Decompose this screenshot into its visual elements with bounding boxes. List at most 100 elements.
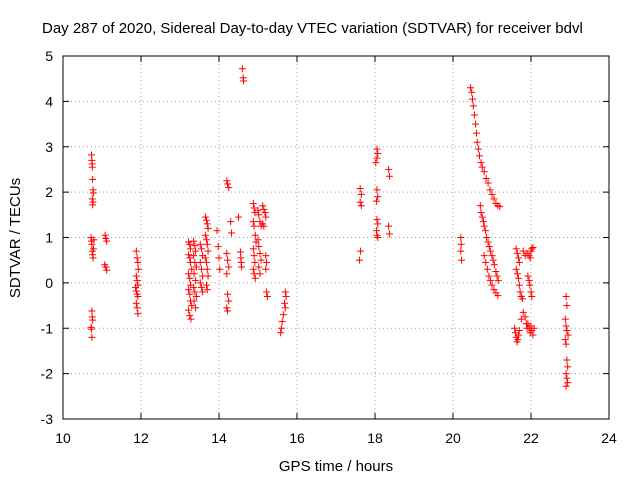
data-point xyxy=(256,270,264,278)
data-point xyxy=(190,297,198,305)
chart-title: Day 287 of 2020, Sidereal Day-to-day VTE… xyxy=(42,20,583,37)
data-point xyxy=(88,195,96,203)
x-tick-label: 14 xyxy=(211,430,227,446)
data-point xyxy=(254,236,262,244)
data-point xyxy=(250,204,258,212)
data-point xyxy=(203,220,211,228)
data-point xyxy=(133,254,141,262)
data-point xyxy=(196,279,204,287)
data-point xyxy=(227,218,235,226)
data-point xyxy=(132,283,140,291)
data-point xyxy=(203,281,211,289)
data-point xyxy=(134,292,142,300)
data-points xyxy=(87,65,572,390)
data-point xyxy=(519,308,527,316)
data-point xyxy=(526,254,534,262)
data-point xyxy=(477,159,485,167)
data-point xyxy=(223,270,231,278)
data-point xyxy=(519,247,527,255)
data-point xyxy=(357,247,365,255)
data-point xyxy=(525,277,533,285)
x-tick-label: 22 xyxy=(523,430,539,446)
x-tick-label: 24 xyxy=(601,430,617,446)
data-point xyxy=(486,277,494,285)
data-point xyxy=(88,333,96,341)
data-point xyxy=(240,77,248,85)
data-point xyxy=(88,307,96,315)
data-point xyxy=(214,243,222,251)
data-point xyxy=(250,222,258,230)
data-point xyxy=(564,331,572,339)
data-point xyxy=(259,202,267,210)
data-point xyxy=(564,379,572,387)
data-point xyxy=(518,295,526,303)
data-point xyxy=(493,272,501,280)
data-point xyxy=(238,65,246,73)
data-point xyxy=(564,363,572,371)
data-point xyxy=(251,231,259,239)
data-point xyxy=(482,175,490,183)
data-point xyxy=(132,272,140,280)
data-point xyxy=(255,243,263,251)
data-point xyxy=(478,213,486,221)
data-point xyxy=(373,154,381,162)
data-point xyxy=(223,304,231,312)
data-point xyxy=(203,240,211,248)
y-tick-label: 5 xyxy=(45,48,53,64)
data-point xyxy=(277,329,285,337)
data-point xyxy=(188,265,196,273)
data-point xyxy=(197,265,205,273)
data-point xyxy=(528,245,536,253)
data-point xyxy=(224,256,232,264)
data-point xyxy=(192,304,200,312)
data-point xyxy=(529,243,537,251)
data-point xyxy=(235,213,242,221)
data-point xyxy=(185,286,193,294)
data-point xyxy=(186,240,194,248)
y-tick-label: -3 xyxy=(41,411,54,427)
data-point xyxy=(374,220,382,228)
data-point xyxy=(260,205,268,213)
x-tick-label: 10 xyxy=(55,430,71,446)
data-point xyxy=(561,315,569,323)
data-point xyxy=(561,336,569,344)
data-point xyxy=(134,258,142,266)
data-point xyxy=(255,263,263,271)
data-point xyxy=(191,288,199,296)
y-tick-label: 4 xyxy=(45,93,53,109)
data-point xyxy=(512,265,520,273)
data-point xyxy=(262,252,270,260)
data-point xyxy=(103,266,111,274)
data-point xyxy=(203,236,211,244)
data-point xyxy=(528,292,536,300)
x-tick-label: 20 xyxy=(445,430,461,446)
data-point xyxy=(515,331,523,339)
y-axis-label: SDTVAR / TECUs xyxy=(7,178,24,298)
data-point xyxy=(256,249,264,257)
data-point xyxy=(515,274,523,282)
data-point xyxy=(521,313,529,321)
data-point xyxy=(468,88,476,96)
y-tick-label: 0 xyxy=(45,275,53,291)
data-point xyxy=(204,247,212,255)
data-point xyxy=(489,256,497,264)
data-point xyxy=(373,215,381,223)
data-point xyxy=(356,184,364,192)
data-point xyxy=(562,370,570,378)
data-point xyxy=(185,306,193,314)
data-point xyxy=(515,327,523,335)
data-point xyxy=(190,270,198,278)
data-point xyxy=(192,263,200,271)
data-point xyxy=(514,336,522,344)
data-point xyxy=(457,234,465,241)
data-point xyxy=(102,263,110,271)
data-point xyxy=(236,248,244,256)
data-point xyxy=(515,254,523,262)
data-point xyxy=(356,198,364,206)
data-point xyxy=(563,374,571,382)
data-point xyxy=(101,231,109,239)
data-point xyxy=(261,209,269,217)
data-point xyxy=(89,316,97,324)
data-point xyxy=(494,277,502,285)
data-point xyxy=(562,340,570,348)
